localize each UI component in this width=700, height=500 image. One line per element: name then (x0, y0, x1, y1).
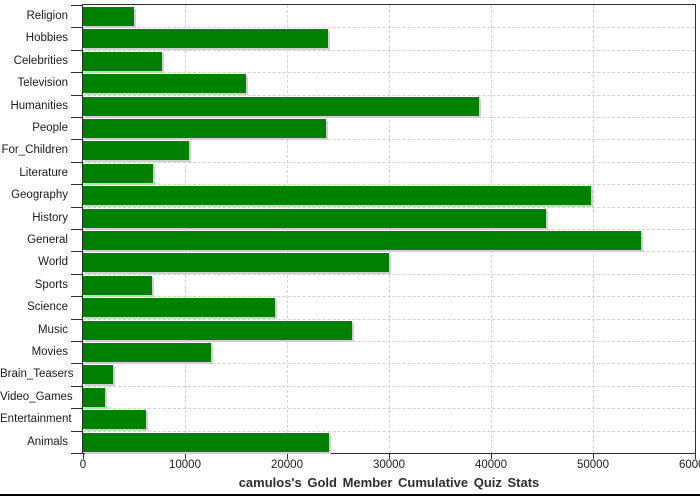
bar-television (83, 74, 246, 93)
bar-sports (83, 276, 152, 295)
bar-general (83, 231, 641, 250)
bar-humanities (83, 97, 479, 116)
bar-animals (83, 433, 329, 452)
y-axis-tick (71, 50, 82, 51)
gridline-horizontal (83, 117, 695, 118)
plot-area (82, 4, 696, 454)
gridline-horizontal (83, 363, 695, 364)
gridline-horizontal (83, 341, 695, 342)
bar-hobbies (83, 29, 328, 48)
y-axis-label: People (32, 122, 68, 134)
bottom-border-line (0, 494, 700, 496)
y-axis-label: Geography (11, 189, 68, 202)
y-axis-label: Animals (27, 435, 68, 448)
y-axis-tick (71, 5, 82, 6)
bar-world (83, 253, 389, 272)
gridline-horizontal (83, 27, 695, 28)
y-axis-tick (71, 408, 82, 409)
bar-history (83, 209, 546, 228)
y-axis-tick (71, 431, 82, 432)
y-axis-tick (71, 95, 82, 96)
x-axis-label: 10000 (169, 459, 201, 471)
y-axis-tick (71, 386, 82, 387)
gridline-horizontal (83, 207, 695, 208)
gridline-horizontal (83, 229, 695, 230)
bar-movies (83, 343, 211, 362)
bar-video_games (83, 388, 105, 407)
gridline-horizontal (83, 50, 695, 51)
y-axis-label: Literature (19, 166, 68, 179)
y-axis-label: Brain_Teasers (0, 368, 74, 381)
y-axis-label: Video_Games (0, 390, 73, 403)
y-axis-tick (71, 27, 82, 28)
y-axis-label: Hobbies (25, 32, 68, 45)
gridline-horizontal (83, 184, 695, 185)
bar-people (83, 119, 326, 138)
bar-music (83, 321, 352, 340)
gridline-horizontal (83, 408, 695, 409)
y-axis-label: Entertainment (0, 413, 72, 426)
bar-literature (83, 164, 153, 183)
gridline-horizontal (83, 386, 695, 387)
y-axis-label: Music (37, 323, 68, 336)
y-axis-tick (71, 139, 82, 140)
y-axis-tick (71, 341, 82, 342)
y-axis-label: World (38, 256, 68, 269)
x-axis-tick (593, 453, 594, 459)
bar-for_children (83, 141, 189, 160)
y-axis-tick (71, 296, 82, 297)
y-axis-tick (71, 229, 82, 230)
x-axis-label: 20000 (271, 459, 303, 471)
x-axis-tick (491, 453, 492, 459)
x-axis-tick (695, 453, 696, 459)
y-axis-tick (71, 319, 82, 320)
y-axis-tick (71, 251, 82, 252)
gridline-horizontal (83, 95, 695, 96)
y-axis-tick (71, 162, 82, 163)
y-axis-label: Sports (34, 278, 68, 291)
gridline-horizontal (83, 139, 695, 140)
x-axis-label: 40000 (475, 459, 507, 471)
y-axis-label: Science (27, 301, 68, 314)
gridline-horizontal (83, 319, 695, 320)
gridline-horizontal (83, 296, 695, 297)
y-axis-label: General (27, 234, 68, 246)
x-axis-tick (83, 453, 84, 459)
y-axis-label: Television (17, 77, 69, 90)
x-axis-tick (389, 453, 390, 459)
x-axis-tick (185, 453, 186, 459)
x-axis-tick (287, 453, 288, 459)
y-axis-label: Humanities (10, 99, 68, 112)
bar-brain_teasers (83, 365, 113, 384)
bar-entertainment (83, 410, 146, 429)
x-axis-label: 50000 (577, 459, 609, 471)
gridline-horizontal (83, 162, 695, 163)
gridline-horizontal (83, 431, 695, 432)
bar-religion (83, 7, 134, 26)
y-axis-label: Religion (26, 10, 68, 22)
y-axis-tick (71, 207, 82, 208)
y-axis-tick (71, 363, 82, 364)
gridline-horizontal (83, 251, 695, 252)
y-axis-label: History (32, 211, 68, 224)
y-axis-tick (71, 117, 82, 118)
bar-science (83, 298, 275, 317)
y-axis-label: For_Children (1, 144, 68, 157)
y-axis-tick (71, 274, 82, 275)
y-axis-tick (71, 184, 82, 185)
bar-geography (83, 186, 591, 205)
x-axis-label: 0 (79, 459, 87, 471)
x-axis-label: 30000 (373, 459, 405, 471)
gridline-horizontal (83, 72, 695, 73)
y-axis-label: Celebrities (13, 54, 68, 67)
bar-celebrities (83, 52, 162, 71)
y-axis-label: Movies (31, 346, 68, 358)
chart-title: camulos's Gold Member Cumulative Quiz St… (238, 475, 540, 490)
y-axis-tick (71, 72, 82, 73)
y-axis-tick (71, 453, 82, 454)
x-axis-label: 60000 (679, 459, 700, 471)
gridline-horizontal (83, 274, 695, 275)
